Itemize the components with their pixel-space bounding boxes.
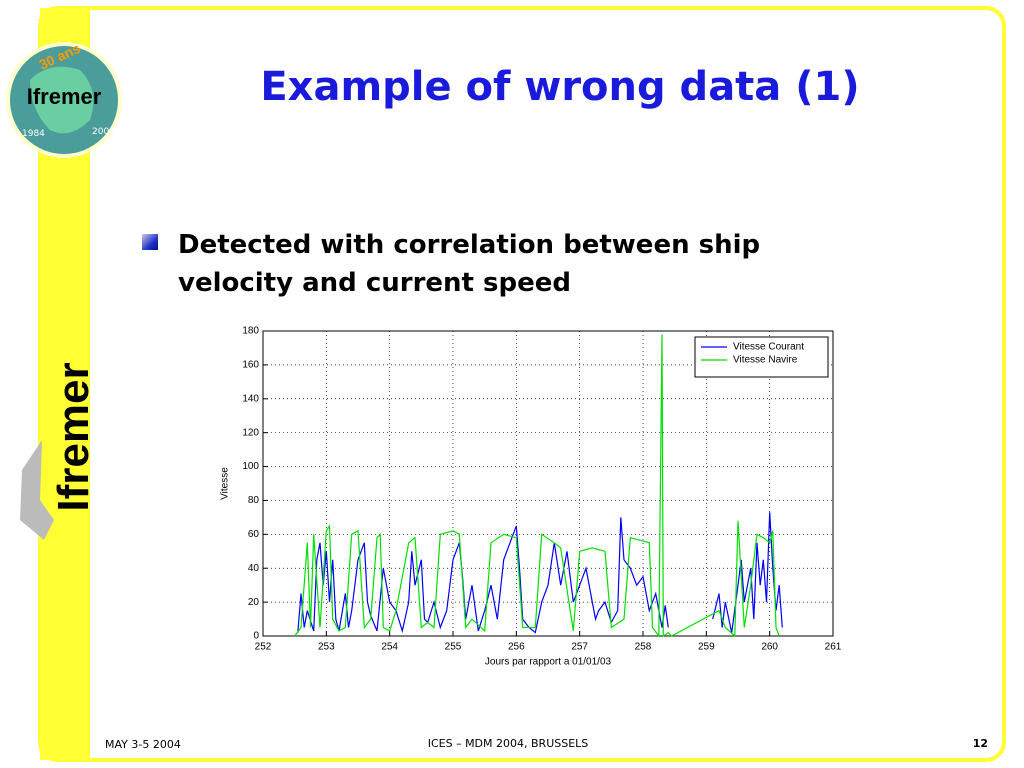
- logo-end-year: 2004: [92, 127, 115, 137]
- x-tick-label: 255: [445, 642, 462, 653]
- sidebar-emblem: [20, 440, 54, 540]
- logo-text: Ifremer: [27, 84, 102, 109]
- y-tick-label: 60: [248, 529, 260, 540]
- y-tick-label: 100: [242, 461, 259, 472]
- y-tick-label: 20: [248, 597, 260, 608]
- y-tick-label: 40: [248, 563, 260, 574]
- x-tick-label: 260: [761, 642, 778, 653]
- y-axis-label: Vitesse: [220, 467, 231, 500]
- bullet-text: Detected with correlation between ship v…: [178, 230, 761, 298]
- footer-date: MAY 3-5 2004: [105, 738, 181, 751]
- legend-label: Vitesse Courant: [733, 342, 804, 353]
- footer-page: 12: [973, 737, 988, 750]
- plot-frame: [262, 330, 834, 637]
- y-tick-label: 160: [242, 360, 259, 371]
- data-line: [294, 334, 780, 638]
- y-tick-label: 80: [248, 495, 260, 506]
- y-tick-label: 180: [242, 326, 259, 337]
- y-tick-label: 0: [253, 631, 259, 642]
- legend-box: [694, 336, 829, 378]
- bullet-marker: [142, 234, 158, 250]
- x-tick-label: 252: [255, 642, 272, 653]
- y-tick-label: 140: [242, 393, 259, 404]
- sidebar-brand: Ifremer: [49, 362, 98, 511]
- x-tick-label: 257: [571, 642, 588, 653]
- slide-title: Example of wrong data (1): [260, 64, 859, 110]
- chart: 0 20 40 60 80 100 120 140 160 180 252 253 254 255 256 2…: [220, 326, 842, 668]
- y-tick-label: 120: [242, 427, 259, 438]
- x-tick-label: 256: [508, 642, 525, 653]
- x-tick-label: 259: [698, 642, 715, 653]
- logo-land: [30, 66, 94, 134]
- footer-event: ICES – MDM 2004, BRUSSELS: [428, 737, 589, 750]
- x-tick-label: 258: [635, 642, 652, 653]
- logo-start-year: 1984: [22, 129, 45, 139]
- legend-label: Vitesse Navire: [733, 355, 798, 366]
- x-tick-label: 261: [825, 642, 842, 653]
- x-tick-label: 253: [318, 642, 335, 653]
- x-axis-label: Jours par rapport a 01/01/03: [485, 657, 612, 668]
- x-tick-label: 254: [381, 642, 398, 653]
